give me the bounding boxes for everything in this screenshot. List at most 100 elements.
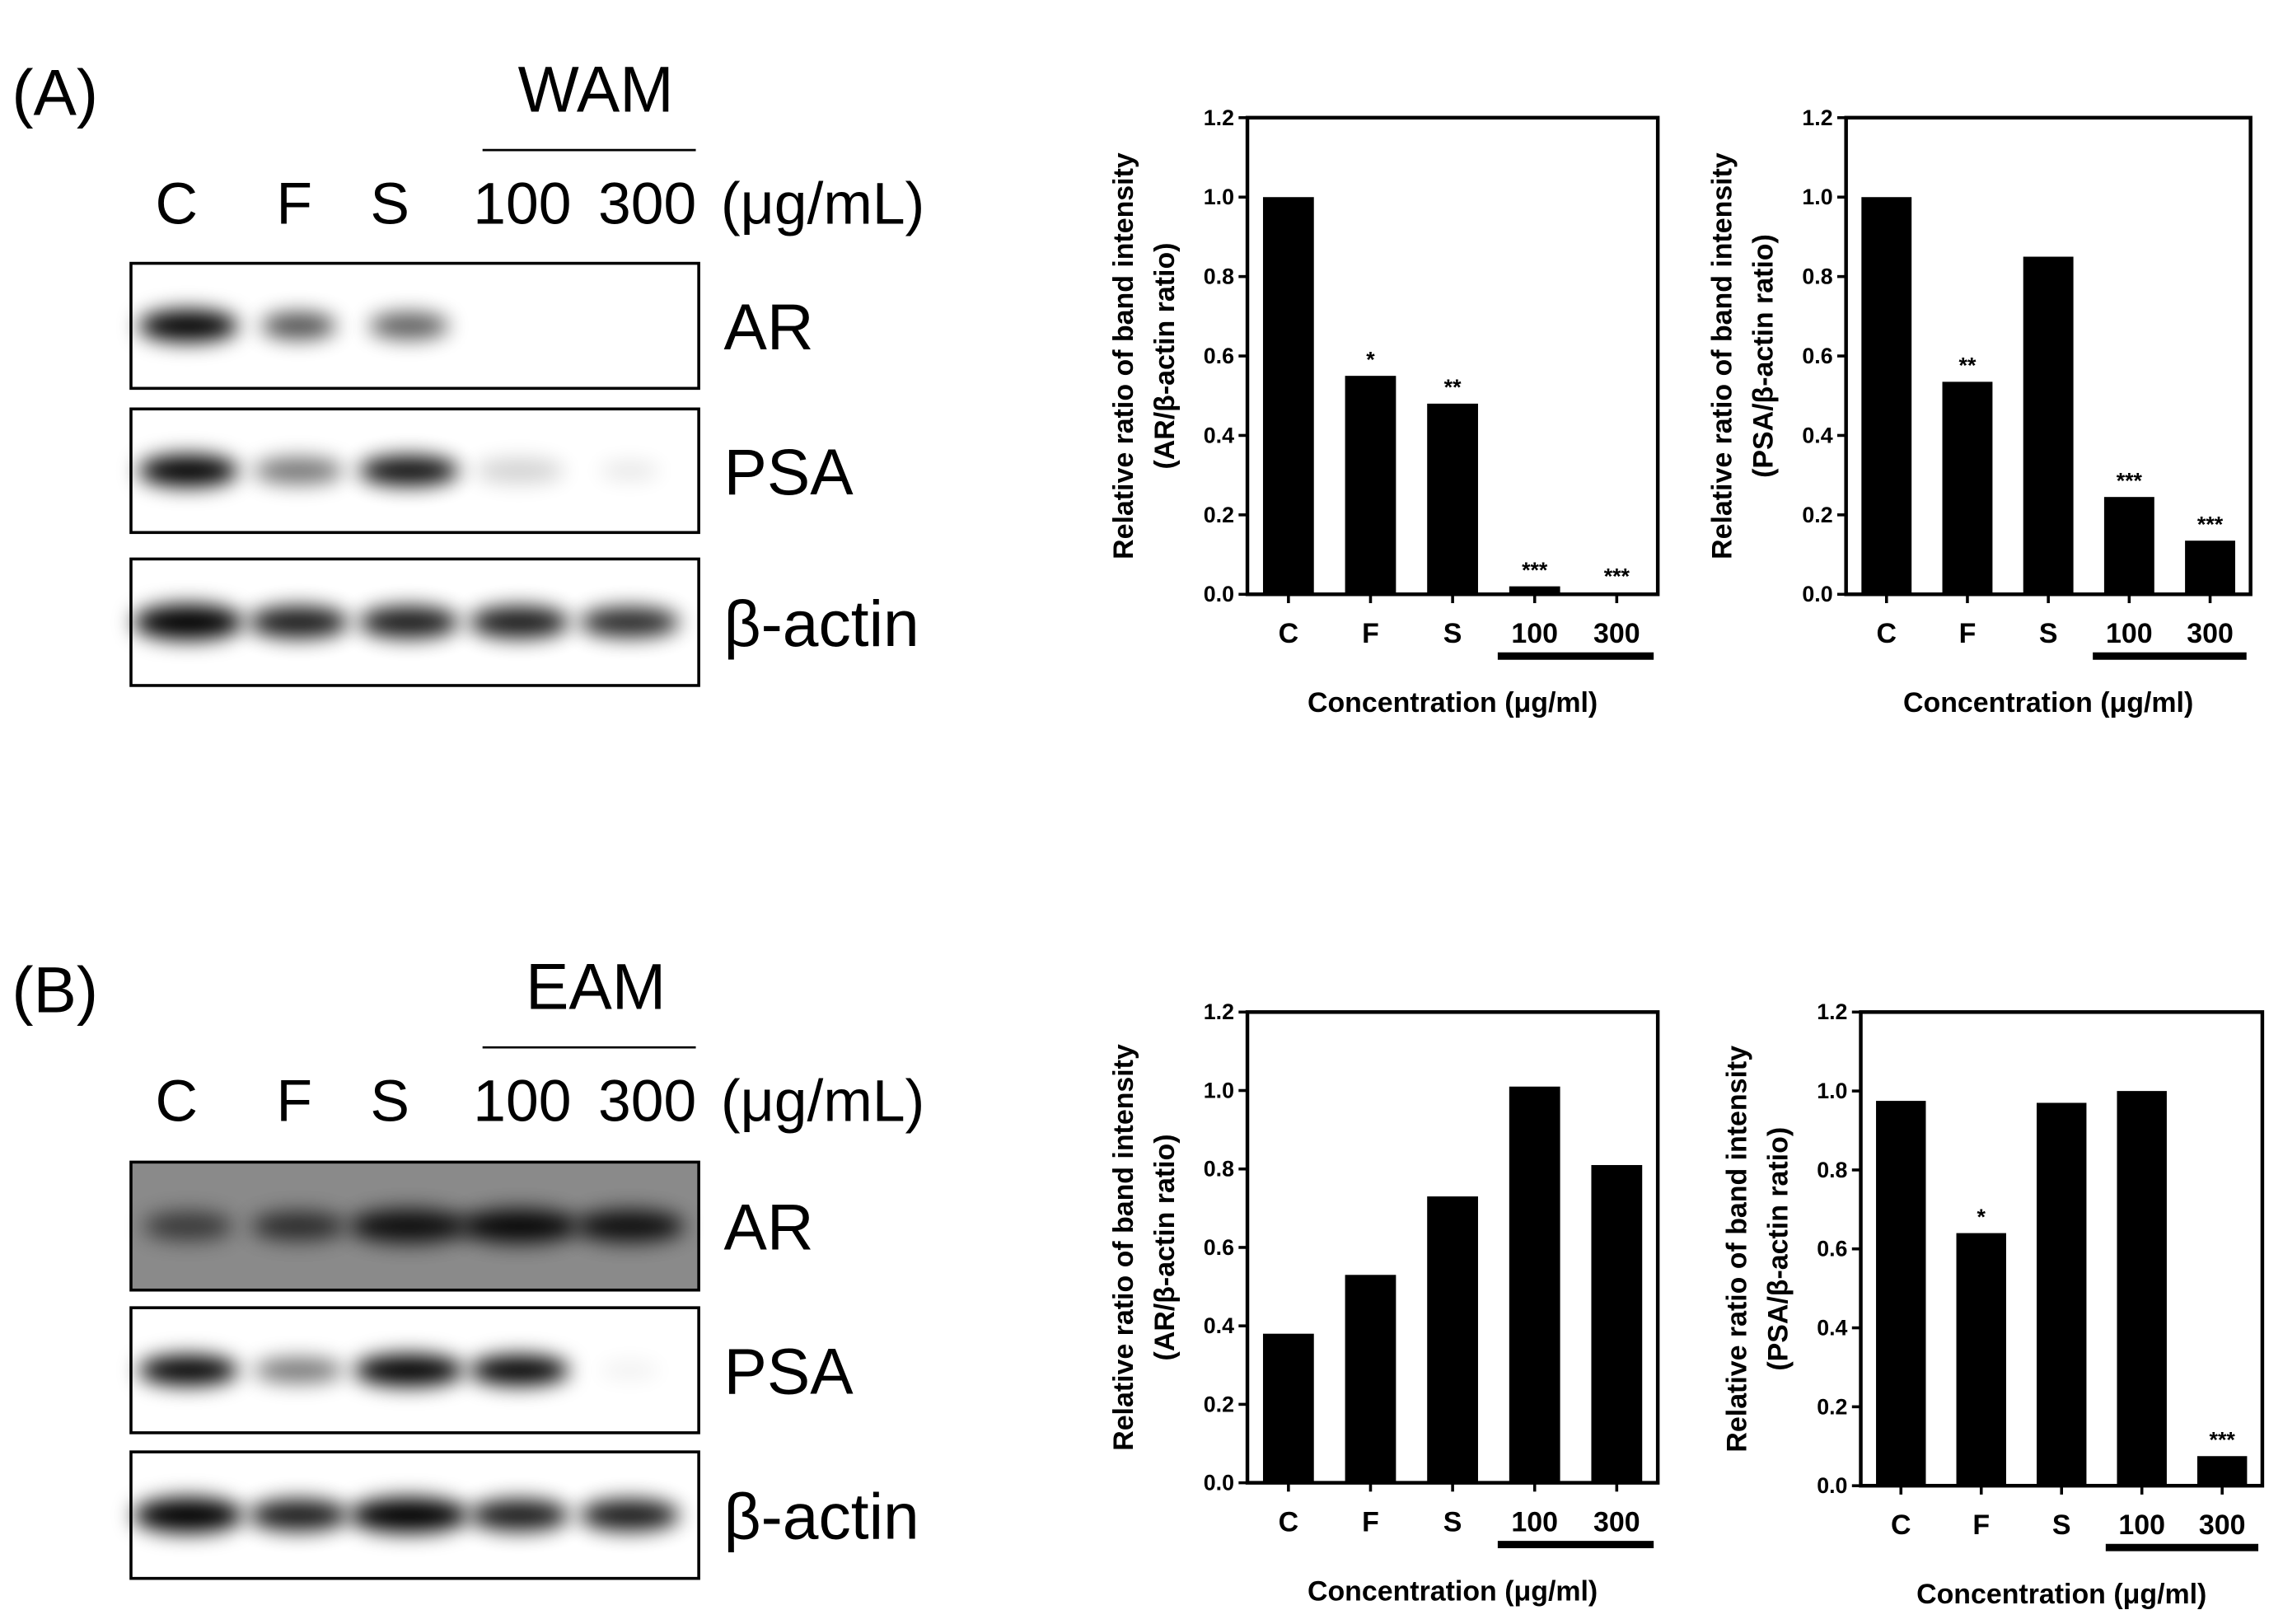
bar [1509,1086,1560,1483]
bar [1942,381,1993,595]
bar [2023,256,2074,595]
x-tick-label: C [1877,618,1897,649]
lane-label: 300 [598,1068,696,1134]
y-tick-label: 0.4 [1817,1315,1847,1340]
panel-label: (A) [12,56,98,129]
y-tick-label: 0.0 [1204,1471,1234,1495]
significance: ** [1959,353,1977,378]
blot-band [469,606,570,639]
blot-band [138,310,239,342]
y-tick-label: 0.8 [1817,1158,1847,1182]
bar [1591,1164,1643,1483]
unit-label: (μg/mL) [721,1068,924,1134]
y-tick-label: 0.8 [1802,264,1832,289]
x-tick-label: C [1891,1509,1911,1541]
y-tick-label: 0.6 [1204,344,1234,368]
blot-band [574,1210,685,1243]
y-tick-label: 0.4 [1802,423,1832,447]
lane-label: C [156,1068,199,1134]
x-axis-label: Concentration (μg/ml) [1308,1575,1598,1607]
y-tick-label: 0.6 [1817,1237,1847,1261]
axes-frame [1859,1010,2265,1488]
blot-band [133,1497,244,1533]
bar [2103,497,2154,595]
panel-label: (B) [12,953,98,1026]
significance: * [1366,347,1375,372]
bar [2196,1456,2248,1486]
y-axis-label: (PSA/β-actin ratio) [1747,234,1779,478]
blot-band [253,457,344,484]
x-tick-label: 100 [2118,1509,2165,1541]
blot-band [459,1209,580,1243]
lane-label: S [370,1068,409,1134]
bar [1876,1101,1926,1486]
lane-label: F [276,171,312,236]
blot-band [358,456,460,486]
y-tick-label: 0.6 [1204,1235,1234,1260]
significance: * [1977,1205,1986,1229]
x-tick-label: 300 [2187,618,2234,649]
x-axis-label: Concentration (μg/ml) [1308,687,1598,718]
axes-frame [1844,115,2253,597]
y-axis-label: (AR/β-actin ratio) [1149,1134,1181,1360]
y-axis-label: Relative ratio of band intensity [1108,152,1139,559]
blot-band [248,1499,349,1532]
x-axis-label: Concentration (μg/ml) [1903,687,2193,718]
bar [1345,1275,1396,1483]
blot-band [260,312,337,339]
blot-band [353,1354,465,1387]
y-tick-label: 1.0 [1204,1078,1234,1102]
row-label: β-actin [723,1480,919,1552]
blot-band [579,606,680,638]
blot-band [138,455,239,487]
lane-label: S [370,171,409,236]
y-tick-label: 1.0 [1204,185,1234,209]
x-tick-label: S [2039,618,2058,649]
y-tick-label: 0.2 [1802,503,1832,527]
y-tick-label: 0.2 [1204,1392,1234,1416]
blot-band [469,1499,570,1532]
x-tick-label: C [1279,618,1298,649]
y-tick-label: 0.2 [1817,1394,1847,1419]
blot-band [253,1358,344,1383]
significance: *** [1604,564,1630,589]
y-tick-label: 0.0 [1802,582,1832,606]
blot-band [349,1497,470,1533]
y-tick-label: 0.4 [1204,1313,1234,1338]
blot-band [599,1361,660,1379]
bar [1262,1333,1314,1483]
y-axis-label: (PSA/β-actin ratio) [1762,1127,1794,1371]
y-tick-label: 1.2 [1802,105,1832,130]
x-tick-label: 100 [2106,618,2153,649]
x-tick-label: 100 [1511,1507,1558,1538]
blot-band [358,606,460,639]
significance: *** [2117,468,2143,493]
blot-band [474,458,564,484]
lane-label: 300 [598,171,696,236]
row-label: PSA [723,1336,854,1408]
y-axis-label: Relative ratio of band intensity [1706,152,1738,559]
x-tick-label: S [2052,1509,2071,1541]
x-tick-label: S [1443,618,1462,649]
bar [1427,1196,1478,1483]
x-tick-label: 300 [2199,1509,2246,1541]
bar [2117,1091,2167,1486]
blot-band [248,606,349,639]
blot-band [599,461,660,480]
extract-label: EAM [526,951,666,1023]
y-tick-label: 0.6 [1802,344,1832,368]
lane-label: 100 [473,171,571,236]
y-tick-label: 1.2 [1204,105,1234,130]
y-axis-label: Relative ratio of band intensity [1108,1044,1139,1451]
x-tick-label: F [1959,618,1977,649]
y-axis-label: (AR/β-actin ratio) [1149,243,1181,470]
y-tick-label: 0.4 [1204,423,1234,447]
blot-band [250,1211,347,1241]
x-axis-label: Concentration (μg/ml) [1916,1579,2206,1610]
significance: *** [2197,512,2224,536]
bar [1345,376,1396,595]
y-tick-label: 0.8 [1204,264,1234,289]
bar [1262,197,1314,595]
x-tick-label: 100 [1511,618,1558,649]
